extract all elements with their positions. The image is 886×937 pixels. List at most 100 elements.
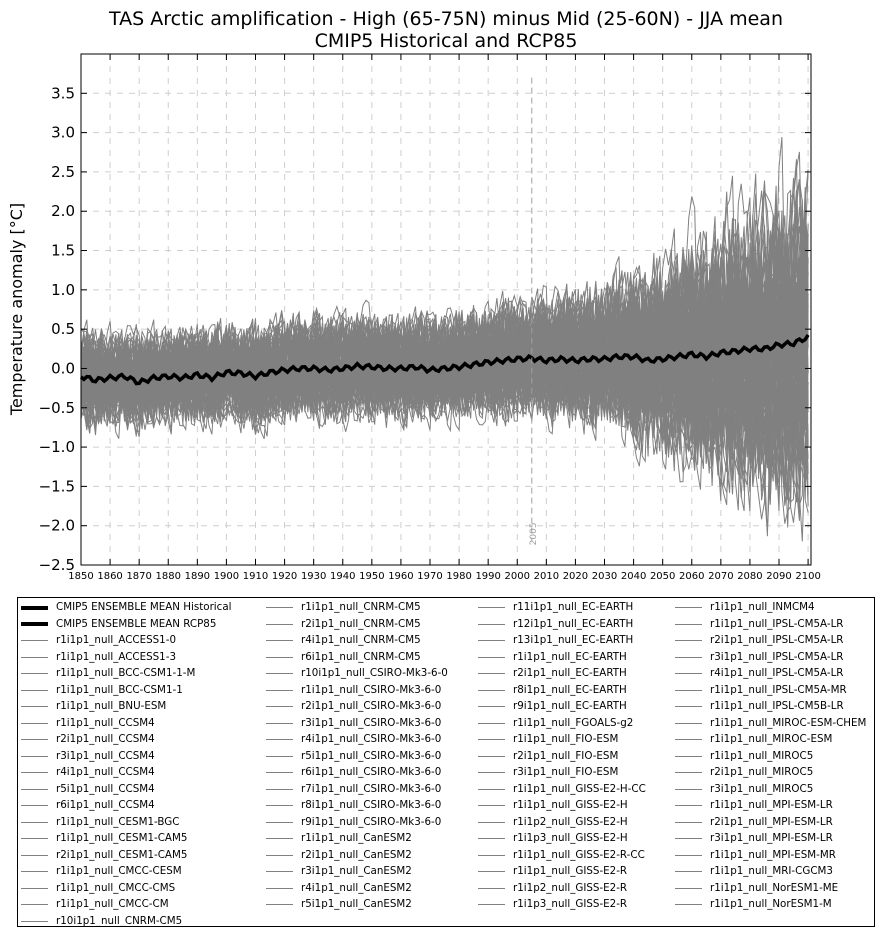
legend-swatch [478,871,505,872]
legend-swatch [266,772,293,773]
legend-label: r1i1p1_null_CMCC-CM [56,898,169,910]
legend-label: r10i1p1_null_CSIRO-Mk3-6-0 [301,667,448,679]
plot-frame [80,53,812,566]
x-tick-label: 2010 [534,571,559,582]
x-tick-label: 2040 [621,571,646,582]
legend-label: r1i1p1_null_CESM1-BGC [56,815,180,828]
legend-swatch [21,871,48,872]
vline-label: 2005 [529,522,539,545]
legend-label: r1i1p1_null_INMCM4 [710,601,815,613]
legend-label: r1i1p1_null_CNRM-CM5 [301,601,421,613]
legend-label: r1i1p1_null_EC-EARTH [513,650,627,663]
x-tick-label: 1980 [446,571,471,582]
legend-swatch [21,821,48,823]
legend-swatch [675,821,702,823]
legend-label: r2i1p1_null_CSIRO-Mk3-6-0 [301,700,442,712]
legend-swatch [266,656,293,658]
x-tick-label: 2060 [679,571,704,582]
legend-label: r13i1p1_null_EC-EARTH [513,634,634,646]
legend-swatch [478,904,505,905]
legend-swatch [266,838,293,839]
y-tick-label: 0.0 [51,359,75,377]
y-tick-label: −1.5 [39,477,75,495]
x-tick-label: 1900 [214,571,239,582]
legend-label: r10i1p1_null_CNRM-CM5 [56,914,183,927]
y-tick-label: 3.5 [51,84,75,102]
legend-label: r1i1p1_null_BNU-ESM [56,700,167,712]
x-tick-label: 1930 [301,571,326,582]
legend-swatch [21,805,48,806]
legend-label: r1i1p1_null_NorESM1-ME [710,881,839,894]
legend-swatch [675,887,702,889]
legend-swatch [21,854,48,856]
legend-label: r2i1p1_null_CanESM2 [301,848,412,861]
legend-label: r4i1p1_null_CCSM4 [56,766,155,778]
legend-swatch [478,640,505,641]
legend-label: r2i1p1_null_EC-EARTH [513,667,627,679]
legend-swatch [266,722,293,724]
plot-area: 2005 1850 1860 1870 1880 1890 1900 1910 1920 1930… [39,53,821,582]
legend-swatch [266,871,293,872]
legend-label: r1i1p1_null_IPSL-CM5A-LR [710,617,844,630]
legend-label: r1i1p1_null_MIROC-ESM-CHEM [710,716,867,729]
legend-swatch [21,673,48,674]
x-tick-label: 2030 [592,571,617,582]
legend-label: r3i1p1_null_MPI-ESM-LR [710,832,833,844]
legend-label: CMIP5 ENSEMBLE MEAN RCP85 [56,617,217,630]
legend-swatch [675,607,702,608]
ensemble-mean-line [79,333,810,386]
legend-swatch [266,673,293,674]
legend-swatch [21,739,48,740]
legend-label: r3i1p1_null_CanESM2 [301,865,412,877]
legend-swatch [675,871,702,872]
x-tick-label: 1850 [68,571,93,582]
x-tick-label: 1970 [417,571,442,582]
legend-swatch [266,689,293,691]
x-tick-label: 1880 [156,571,181,582]
x-tick-label: 2090 [766,571,791,582]
legend-label: r8i1p1_null_CSIRO-Mk3-6-0 [301,799,442,811]
legend-swatch [266,607,293,608]
legend-swatch [21,656,48,658]
x-tick-label: 1860 [97,571,122,582]
legend-label: r2i1p1_null_IPSL-CM5A-LR [710,634,844,646]
legend-label: r1i1p1_null_CSIRO-Mk3-6-0 [301,683,442,696]
legend-swatch [675,656,702,658]
legend: CMIP5 ENSEMBLE MEAN Historical CMIP5 ENSE… [17,597,875,927]
legend-label: r1i1p1_null_GISS-E2-H [513,799,628,811]
legend-label: r1i1p1_null_GISS-E2-R [513,865,628,877]
legend-label: r9i1p1_null_EC-EARTH [513,700,627,712]
legend-swatch [21,838,48,839]
legend-label: r1i1p1_null_FIO-ESM [513,733,619,745]
legend-label: r2i1p1_null_MIROC5 [710,766,814,778]
legend-swatch [478,623,505,625]
legend-label: r1i1p1_null_BCC-CSM1-1 [56,683,183,696]
legend-label: r6i1p1_null_CNRM-CM5 [301,650,421,663]
y-tick-label: 0.5 [51,320,75,338]
legend-swatch [478,854,505,856]
y-tick-label: 3.0 [51,124,75,142]
legend-swatch [478,689,505,691]
legend-swatch [675,788,702,790]
legend-label: r4i1p1_null_CanESM2 [301,881,412,894]
legend-label: r1i1p1_null_CMCC-CESM [56,865,182,877]
x-tick-label: 1920 [272,571,297,582]
legend-label: r1i1p1_null_BCC-CSM1-1-M [56,667,196,679]
legend-label: r11i1p1_null_EC-EARTH [513,601,634,613]
legend-label: r2i1p1_null_CNRM-CM5 [301,617,421,630]
legend-swatch [21,605,48,610]
legend-label: r1i1p1_null_ACCESS1-3 [56,650,176,663]
legend-swatch [266,788,293,790]
chart-title: TAS Arctic amplification - High (65-75N)… [108,8,783,30]
y-tick-label: 1.0 [51,281,75,299]
legend-label: r3i1p1_null_FIO-ESM [513,766,619,778]
legend-label: r3i1p1_null_CSIRO-Mk3-6-0 [301,716,442,729]
legend-swatch [675,673,702,674]
y-axis-label: Temperature anomaly [°C] [7,203,26,416]
legend-swatch [21,788,48,790]
legend-label: r6i1p1_null_CCSM4 [56,799,155,811]
legend-swatch [478,673,505,674]
legend-label: r2i1p1_null_CCSM4 [56,733,155,745]
legend-label: r1i1p1_null_MIROC-ESM [710,733,833,745]
x-tick-label: 2050 [650,571,675,582]
